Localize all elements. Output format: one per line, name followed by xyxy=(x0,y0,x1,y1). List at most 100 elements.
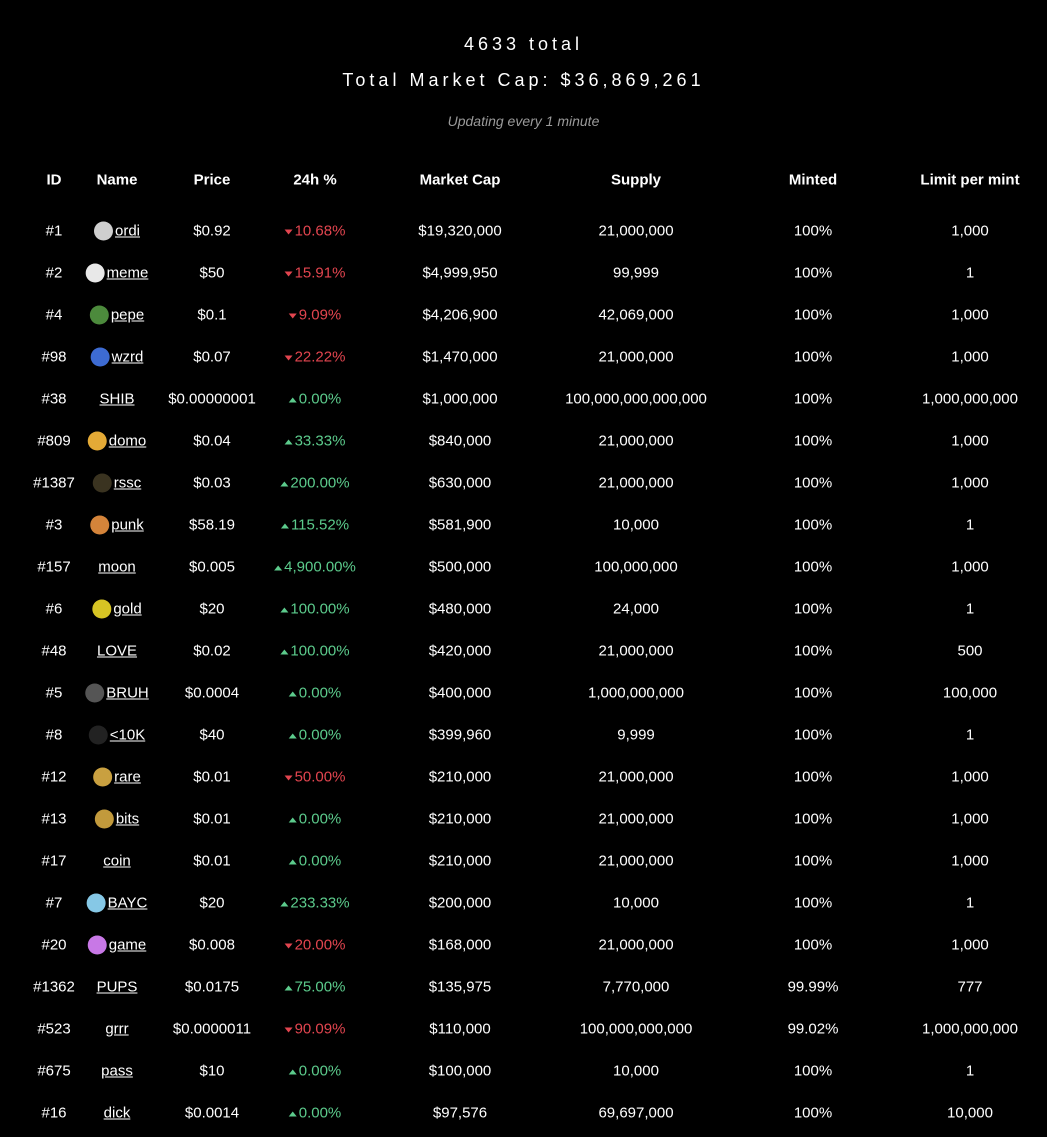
supply-cell: 21,000,000 xyxy=(598,474,674,492)
token-icon xyxy=(85,263,105,283)
limit-cell: 1,000 xyxy=(951,432,989,450)
change-value: 100.00% xyxy=(290,600,350,618)
token-link[interactable]: BRUH xyxy=(106,684,149,702)
id-cell: #1 xyxy=(45,222,63,240)
token-link[interactable]: wzrd xyxy=(111,348,144,366)
token-link[interactable]: LOVE xyxy=(96,642,138,660)
change-value: 75.00% xyxy=(294,978,346,996)
price-cell: $0.0004 xyxy=(184,684,240,702)
token-icon xyxy=(90,515,110,535)
market-cap-cell: $840,000 xyxy=(428,432,492,450)
supply-cell: 21,000,000 xyxy=(598,852,674,870)
minted-cell: 100% xyxy=(793,768,833,786)
change-value: 10.68% xyxy=(294,222,346,240)
token-link[interactable]: PUPS xyxy=(96,978,138,996)
market-cap-cell: $210,000 xyxy=(428,768,492,786)
market-cap-cell: $399,960 xyxy=(428,726,492,744)
token-link[interactable]: grrr xyxy=(105,1020,129,1038)
supply-cell: 21,000,000 xyxy=(598,432,674,450)
price-cell: $0.04 xyxy=(193,432,231,450)
name-cell: rare xyxy=(93,767,141,787)
token-link[interactable]: rssc xyxy=(113,474,142,492)
price-cell: $20 xyxy=(199,894,225,912)
token-link[interactable]: punk xyxy=(111,516,144,534)
token-link[interactable]: gold xyxy=(113,600,142,618)
token-link[interactable]: game xyxy=(108,936,147,954)
token-icon xyxy=(90,347,110,367)
market-cap-cell: $19,320,000 xyxy=(418,222,502,240)
trend-arrow xyxy=(288,859,297,865)
change-value: 0.00% xyxy=(298,852,342,870)
token-link[interactable]: ordi xyxy=(114,222,141,240)
token-link[interactable]: domo xyxy=(108,432,147,450)
change-cell: 9.09% xyxy=(288,307,341,324)
token-link[interactable]: dick xyxy=(103,1104,131,1122)
column-header: Minted xyxy=(788,171,838,189)
market-cap-cell: $4,999,950 xyxy=(422,264,498,282)
token-link[interactable]: pass xyxy=(101,1062,133,1080)
name-cell: ordi xyxy=(93,221,141,241)
change-value: 0.00% xyxy=(298,684,342,702)
name-cell: punk xyxy=(90,515,144,535)
change-cell: 0.00% xyxy=(288,391,341,408)
supply-cell: 1,000,000,000 xyxy=(588,684,684,702)
price-cell: $40 xyxy=(199,726,225,744)
change-cell: 0.00% xyxy=(288,811,341,828)
trend-arrow xyxy=(284,1027,293,1033)
token-link[interactable]: SHIB xyxy=(99,390,135,408)
token-icon xyxy=(87,935,107,955)
token-link[interactable]: bits xyxy=(115,810,140,828)
minted-cell: 100% xyxy=(793,726,833,744)
limit-cell: 777 xyxy=(957,978,983,996)
price-cell: $0.03 xyxy=(193,474,231,492)
token-link[interactable]: <10K xyxy=(109,726,146,744)
change-cell: 0.00% xyxy=(288,684,342,702)
token-icon xyxy=(93,767,113,787)
change-value: 50.00% xyxy=(294,768,346,786)
market-cap-cell: $135,975 xyxy=(428,978,492,996)
change-value: 0.00% xyxy=(298,726,342,744)
id-cell: #1362 xyxy=(33,978,75,996)
token-link[interactable]: moon xyxy=(98,558,136,576)
name-cell: <10K xyxy=(88,725,146,745)
change-cell: 50.00% xyxy=(284,768,346,786)
token-link[interactable]: meme xyxy=(106,264,149,282)
token-link[interactable]: BAYC xyxy=(107,894,148,912)
limit-cell: 1,000 xyxy=(951,474,989,492)
minted-cell: 100% xyxy=(793,1062,833,1080)
minted-cell: 100% xyxy=(793,894,833,912)
change-cell: 10.68% xyxy=(284,222,346,240)
token-link[interactable]: pepe xyxy=(110,306,145,324)
supply-cell: 10,000 xyxy=(613,894,659,912)
limit-cell: 1,000 xyxy=(951,348,989,366)
id-cell: #38 xyxy=(41,390,67,408)
minted-cell: 100% xyxy=(793,810,833,828)
name-cell: game xyxy=(87,935,147,955)
token-link[interactable]: rare xyxy=(114,768,141,786)
token-icon xyxy=(94,809,114,829)
minted-cell: 100% xyxy=(793,348,833,366)
minted-cell: 100% xyxy=(793,852,833,870)
price-cell: $0.00000001 xyxy=(168,390,256,408)
column-header: ID xyxy=(46,171,62,189)
name-cell: coin xyxy=(103,853,131,870)
token-link[interactable]: coin xyxy=(103,852,131,870)
token-icon xyxy=(93,221,113,241)
trend-arrow xyxy=(288,313,297,319)
id-cell: #1387 xyxy=(33,474,75,492)
market-cap-cell: $420,000 xyxy=(428,642,492,660)
price-cell: $0.01 xyxy=(193,768,231,786)
limit-cell: 100,000 xyxy=(942,684,998,702)
trend-arrow xyxy=(288,1111,297,1117)
trend-arrow xyxy=(284,229,293,235)
market-cap-total: Total Market Cap: $36,869,261 xyxy=(342,70,705,90)
change-cell: 22.22% xyxy=(284,349,345,366)
trend-arrow xyxy=(288,691,297,697)
name-cell: BRUH xyxy=(85,683,149,703)
minted-cell: 100% xyxy=(793,600,833,618)
id-cell: #4 xyxy=(45,306,63,324)
change-value: 200.00% xyxy=(290,474,350,492)
price-cell: $50 xyxy=(199,264,225,282)
token-icon xyxy=(87,431,107,451)
